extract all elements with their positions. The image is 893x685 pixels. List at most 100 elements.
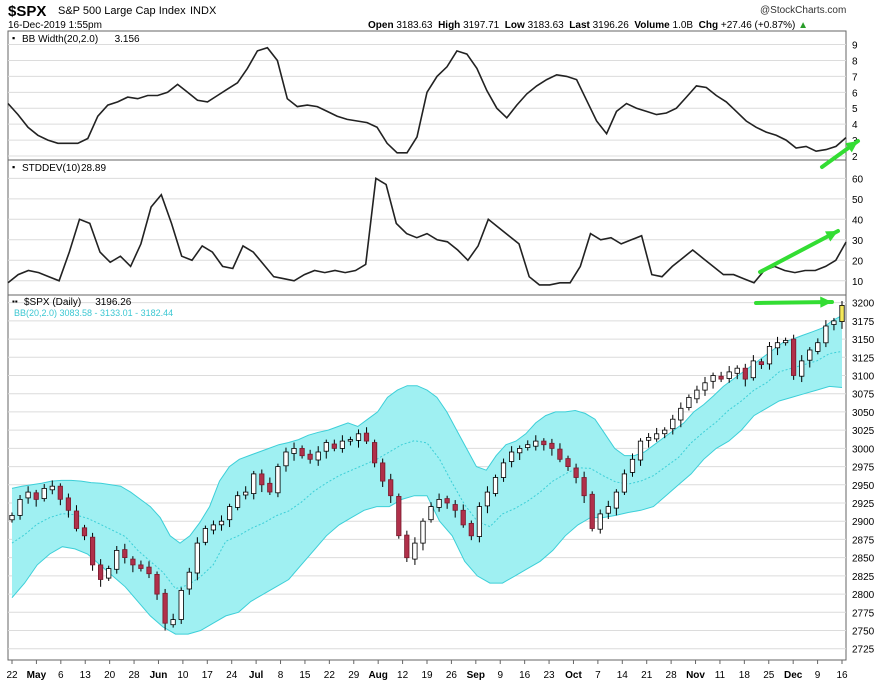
- candle: [581, 471, 587, 503]
- candle: [525, 440, 531, 451]
- candle-body: [33, 492, 39, 500]
- index-name: S&P 500 Large Cap Index: [58, 5, 186, 17]
- candle-body: [750, 360, 756, 379]
- candle-body: [533, 440, 539, 447]
- y-tick-label: 3025: [852, 426, 875, 437]
- x-tick-label: Sep: [467, 670, 485, 681]
- candle-body: [194, 542, 200, 574]
- candle: [65, 493, 71, 518]
- candle: [122, 543, 128, 564]
- candle-body: [90, 536, 96, 566]
- up-triangle-icon: ▲: [798, 20, 809, 31]
- y-tick-label: 8: [852, 56, 858, 67]
- candle: [549, 438, 555, 456]
- open-label: Open: [368, 20, 394, 31]
- legend-marker: ▪: [12, 33, 15, 43]
- candle-body: [186, 571, 192, 590]
- candle: [541, 438, 547, 451]
- candle: [218, 515, 225, 531]
- candle: [694, 385, 700, 404]
- y-tick-label: 5: [852, 104, 858, 115]
- y-tick-label: 2850: [852, 554, 875, 565]
- candle: [476, 502, 483, 543]
- candle-body: [210, 524, 216, 531]
- x-tick-label: 14: [617, 670, 629, 681]
- bb-middle-line: [11, 350, 843, 590]
- candle-body: [259, 473, 265, 486]
- candle-body: [114, 550, 120, 570]
- bb-lower-line: [11, 385, 843, 635]
- indicator-label: BB Width(20,2.0): [22, 34, 98, 45]
- x-tick-label: 7: [595, 670, 601, 681]
- stddev-arrow-head: [825, 231, 838, 242]
- candle: [81, 524, 88, 541]
- candle: [388, 473, 394, 503]
- candle-body: [396, 495, 402, 537]
- x-tick-label: Nov: [686, 670, 705, 681]
- candle-body: [573, 467, 579, 478]
- candle-body: [388, 479, 394, 497]
- candle-body: [226, 506, 233, 521]
- candle: [774, 336, 781, 356]
- candle: [686, 394, 692, 411]
- candle-body: [476, 506, 483, 537]
- candle: [557, 443, 563, 463]
- y-tick-label: 2: [852, 152, 858, 163]
- candle-body: [452, 504, 458, 511]
- x-tick-label: 13: [80, 670, 92, 681]
- y-tick-label: 4: [852, 120, 858, 131]
- candle: [702, 376, 708, 396]
- y-tick-label: 2900: [852, 517, 875, 528]
- candle: [597, 509, 603, 534]
- candle-body: [484, 491, 491, 507]
- candle-body: [275, 466, 281, 494]
- candle: [331, 439, 337, 452]
- candle-body: [629, 458, 636, 473]
- candle-body: [799, 360, 805, 377]
- candle-body: [774, 342, 781, 349]
- x-tick-label: 17: [202, 670, 214, 681]
- x-tick-label: 9: [497, 670, 503, 681]
- y-tick-label: 3075: [852, 390, 875, 401]
- candle: [243, 486, 249, 500]
- candle-body: [807, 349, 813, 361]
- candle-body: [766, 345, 773, 365]
- candle-body: [581, 477, 587, 497]
- x-tick-label: 22: [6, 670, 18, 681]
- x-tick-label: Jul: [249, 670, 264, 681]
- x-tick-label: 25: [763, 670, 775, 681]
- indicator-value: 28.89: [81, 163, 106, 174]
- candle: [750, 355, 756, 381]
- high-value: 3197.71: [463, 20, 500, 31]
- x-tick-label: 10: [177, 670, 189, 681]
- candle-body: [694, 389, 700, 400]
- candle: [621, 469, 628, 495]
- copyright-label: @StockCharts.com: [760, 5, 847, 16]
- candle-body: [307, 453, 313, 460]
- candle: [251, 470, 257, 500]
- candle-body: [718, 375, 724, 380]
- candle: [726, 366, 732, 383]
- candle: [799, 355, 805, 383]
- candle-body: [428, 506, 434, 521]
- candle-body: [734, 367, 740, 374]
- candle-body: [823, 325, 829, 344]
- candle: [355, 429, 362, 448]
- low-label: Low: [504, 20, 525, 31]
- y-tick-label: 2725: [852, 645, 875, 656]
- x-tick-label: Jun: [150, 670, 168, 681]
- x-tick-label: 29: [348, 670, 360, 681]
- candle-body: [420, 520, 426, 544]
- candle: [363, 427, 370, 444]
- candle: [371, 439, 378, 468]
- candle-body: [589, 493, 595, 529]
- bb-width-arrow-head: [845, 141, 858, 153]
- x-tick-label: Dec: [784, 670, 803, 681]
- x-tick-label: 24: [226, 670, 238, 681]
- bb-upper-line: [11, 314, 843, 544]
- y-tick-label: 2925: [852, 499, 875, 510]
- candle-body: [315, 451, 321, 461]
- candle-body: [791, 338, 797, 376]
- candle: [637, 438, 644, 466]
